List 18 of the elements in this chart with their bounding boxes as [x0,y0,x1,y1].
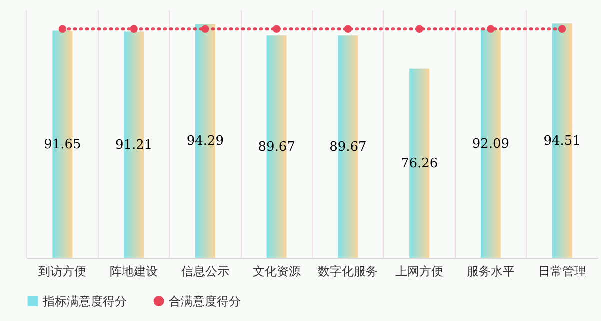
data-label: 91.21 [115,138,153,153]
x-tick-label: 文化资源 [252,264,301,278]
data-label: 89.67 [330,140,367,155]
x-tick-label: 信息公示 [181,264,230,278]
data-label: 94.51 [544,134,581,149]
legend-label: 指标满意度得分 [42,294,127,308]
data-label: 89.67 [258,140,296,155]
data-label: 91.65 [44,137,82,152]
x-tick-label: 阵地建设 [110,264,158,278]
legend-label: 合满意度得分 [169,294,241,308]
x-tick-label: 日常管理 [538,264,586,278]
x-tick-label: 上网方便 [396,264,444,278]
x-tick-label: 数字化服务 [318,264,378,278]
data-label: 92.09 [472,136,510,152]
x-tick-label: 到访方便 [38,264,87,278]
data-label: 76.26 [400,156,438,172]
x-tick-label: 服务水平 [466,264,515,278]
data-label: 94.29 [186,134,224,150]
